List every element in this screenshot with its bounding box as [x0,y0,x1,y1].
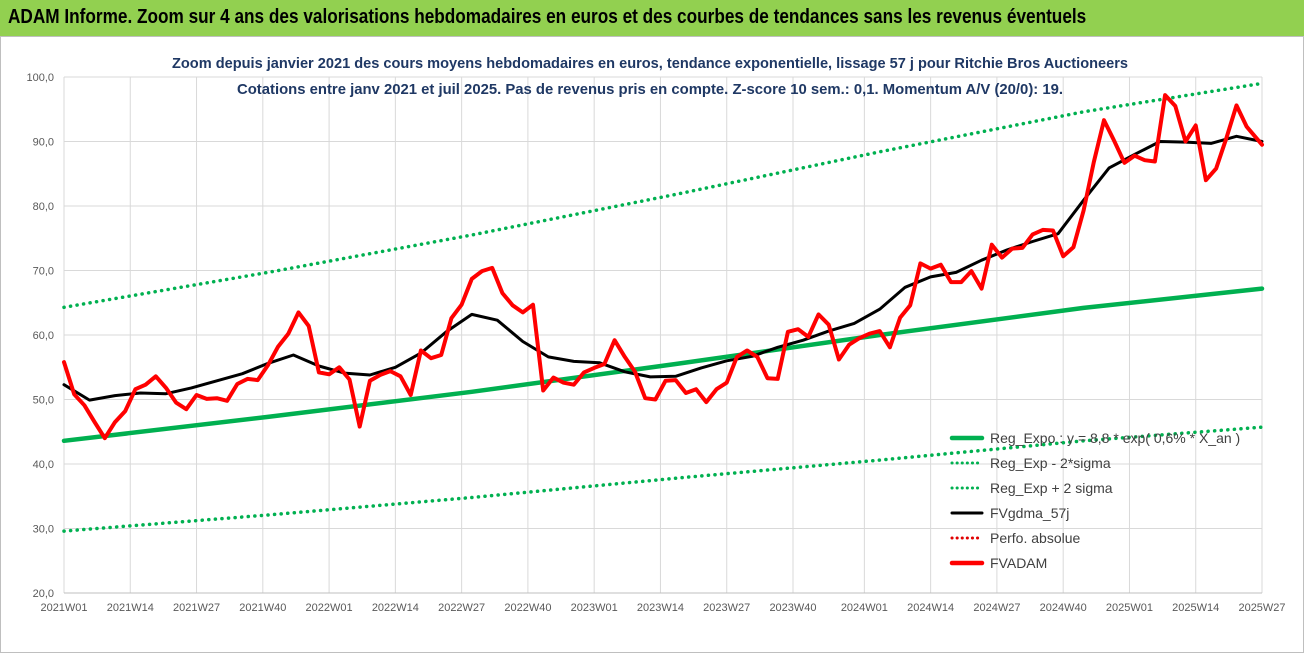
x-tick-label: 2024W14 [907,602,954,614]
y-tick-label: 100,0 [26,72,54,84]
y-tick-label: 60,0 [33,330,54,342]
chart-subtitle: Cotations entre janv 2021 et juil 2025. … [237,81,1063,98]
x-tick-label: 2024W40 [1040,602,1087,614]
y-tick-label: 90,0 [33,137,54,149]
series-line-fvgdma-57j [62,134,1264,402]
y-tick-label: 70,0 [33,266,54,278]
legend-label: Reg_Exp + 2 sigma [990,480,1113,496]
y-tick-label: 40,0 [33,459,54,471]
series-line-reg-expo [61,286,1265,444]
x-tick-label: 2023W14 [637,602,684,614]
legend-label: Perfo. absolue [990,530,1080,546]
chart-border [0,36,1304,653]
x-tick-label: 2022W14 [372,602,419,614]
series-line-reg-exp [62,425,1264,533]
x-tick-label: 2024W01 [841,602,888,614]
x-tick-label: 2022W27 [438,602,485,614]
x-tick-label: 2022W01 [306,602,353,614]
y-tick-label: 50,0 [33,395,54,407]
x-tick-label: 2021W01 [40,602,87,614]
x-tick-label: 2025W01 [1106,602,1153,614]
legend-label: FVADAM [990,555,1047,571]
y-tick-label: 80,0 [33,201,54,213]
x-tick-label: 2025W27 [1238,602,1285,614]
y-tick-label: 20,0 [33,588,54,600]
chart: 20,0 30,0 40,0 50,0 60,0 70,0 80,0 90,0 100,0 20… [0,36,1304,653]
x-tick-label: 2023W01 [571,602,618,614]
legend-label: FVgdma_57j [990,505,1069,521]
y-tick-label: 30,0 [33,524,54,536]
x-tick-label: 2023W40 [769,602,816,614]
series-line-fvadam [62,93,1264,441]
x-tick-label: 2024W27 [973,602,1020,614]
x-tick-label: 2021W40 [239,602,286,614]
x-tick-label: 2021W14 [107,602,154,614]
chart-area: 20,0 30,0 40,0 50,0 60,0 70,0 80,0 90,0 100,0 20… [0,36,1304,653]
x-tick-label: 2025W14 [1172,602,1219,614]
chart-title: Zoom depuis janvier 2021 des cours moyen… [172,55,1128,72]
series-line-reg-exp [62,81,1264,310]
banner-title: ADAM Informe. Zoom sur 4 ans des valoris… [8,6,1087,28]
x-tick-label: 2021W27 [173,602,220,614]
legend-label: Reg_Expo : y = 8,8 * exp( 0,6% * X_an ) [990,430,1240,446]
legend-label: Reg_Exp - 2*sigma [990,455,1111,471]
x-tick-label: 2022W40 [504,602,551,614]
x-tick-label: 2023W27 [703,602,750,614]
banner: ADAM Informe. Zoom sur 4 ans des valoris… [0,0,1304,36]
